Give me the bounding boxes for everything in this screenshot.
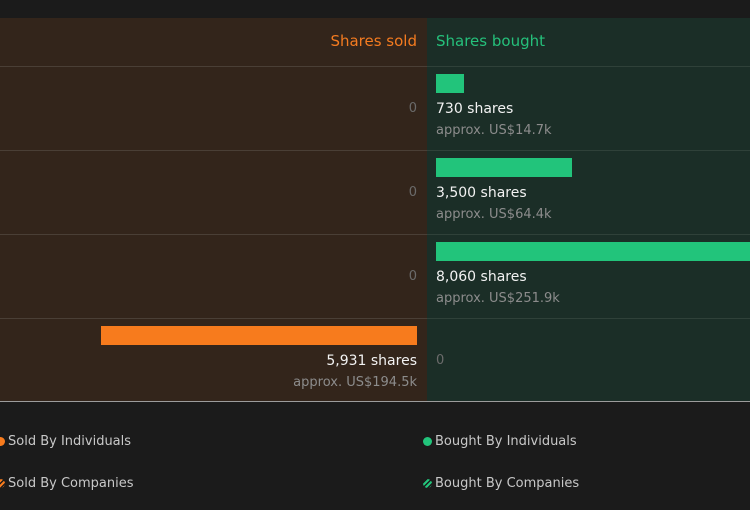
legend-label: Bought By Individuals (435, 434, 577, 449)
row-divider (427, 150, 750, 151)
shares-sold-header: Shares sold (330, 32, 417, 50)
chart-legend: Sold By Individuals Sold By Companies Boug… (0, 402, 750, 510)
bought-approx-value: approx. US$251.9k (436, 291, 560, 306)
sold-shares-label: 5,931 shares (326, 353, 417, 369)
bought-bar (436, 74, 464, 93)
row-divider (427, 234, 750, 235)
row-divider (0, 150, 750, 151)
legend-item[interactable]: Bought By Companies (423, 474, 723, 494)
circle-marker-icon (0, 437, 5, 446)
row-divider (0, 66, 750, 67)
bought-bar (436, 242, 750, 261)
hatched-circle-marker-icon (423, 479, 432, 488)
bought-shares-label: 8,060 shares (436, 269, 527, 285)
legend-label: Sold By Companies (8, 476, 134, 491)
sold-approx-value: approx. US$194.5k (293, 375, 417, 390)
sold-zero-label: 0 (408, 101, 417, 116)
chart-row: 0 3,500 shares approx. US$64.4k (0, 150, 750, 234)
bought-bar (436, 158, 572, 177)
bought-approx-value: approx. US$14.7k (436, 123, 552, 138)
bought-approx-value: approx. US$64.4k (436, 207, 552, 222)
circle-marker-icon (423, 437, 432, 446)
hatched-circle-marker-icon (0, 479, 5, 488)
legend-label: Bought By Companies (435, 476, 580, 491)
row-divider (427, 66, 750, 67)
legend-label: Sold By Individuals (8, 434, 132, 449)
legend-item[interactable]: Bought By Individuals (423, 432, 723, 452)
sold-zero-label: 0 (408, 269, 417, 284)
sold-bar (101, 326, 417, 345)
row-divider (0, 234, 750, 235)
chart-row: 5,931 shares approx. US$194.5k 0 (0, 318, 750, 402)
chart-baseline (0, 401, 750, 402)
shares-bought-header: Shares bought (436, 32, 545, 50)
chart-row: 0 730 shares approx. US$14.7k (0, 66, 750, 150)
row-divider (427, 318, 750, 319)
insider-trading-chart: Shares sold Shares bought 0 730 shares app… (0, 18, 750, 402)
bought-panel (427, 18, 750, 402)
legend-item[interactable]: Sold By Individuals (0, 432, 296, 452)
bought-zero-label: 0 (436, 353, 445, 368)
legend-item[interactable]: Sold By Companies (0, 474, 296, 494)
bought-shares-label: 3,500 shares (436, 185, 527, 201)
chart-row: 0 8,060 shares approx. US$251.9k (0, 234, 750, 318)
top-bar (0, 0, 750, 18)
bought-shares-label: 730 shares (436, 101, 514, 117)
row-divider (0, 318, 750, 319)
sold-zero-label: 0 (408, 185, 417, 200)
